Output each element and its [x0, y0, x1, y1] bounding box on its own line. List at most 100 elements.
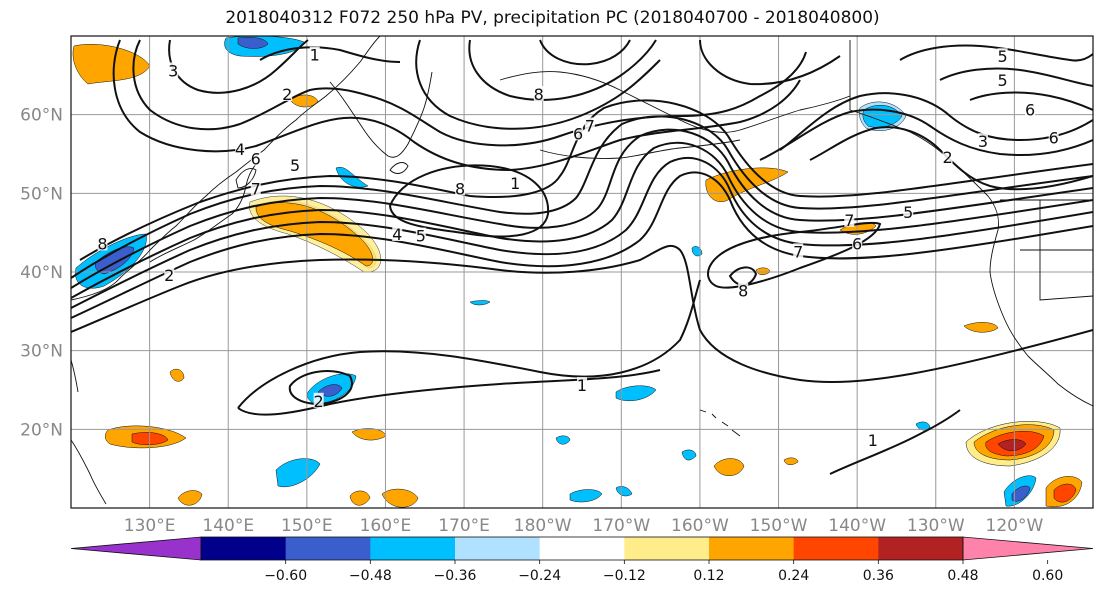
- colorbar-segment: [624, 537, 710, 560]
- pv-contour-line: [899, 44, 1093, 62]
- lon-tick-label: 180°W: [514, 516, 572, 536]
- lon-tick-label: 140°W: [828, 516, 886, 536]
- colorbar-tick-label: −0.36: [434, 568, 477, 584]
- lat-tick-label: 20°N: [20, 420, 63, 440]
- pv-contour-label: 5: [997, 71, 1007, 90]
- pv-contour-label: 3: [168, 61, 178, 80]
- pv-label-background: [309, 46, 320, 62]
- pv-label-background: [510, 174, 521, 190]
- pv-label-background: [455, 180, 466, 196]
- lon-tick-label: 170°W: [592, 516, 650, 536]
- pv-contour-label: 8: [455, 179, 465, 198]
- colorbar-extend-high: [962, 536, 1094, 561]
- precip-blob: [615, 486, 633, 497]
- pv-contours: [71, 39, 1093, 475]
- colorbar-tick-label: 0.36: [863, 568, 894, 584]
- pv-contour-line: [237, 369, 661, 416]
- colorbar-tick-label: −0.60: [264, 568, 307, 584]
- pv-label-background: [793, 243, 804, 259]
- colorbar-segment: [201, 537, 287, 560]
- pv-label-background: [250, 150, 261, 166]
- colorbar-segment: [370, 537, 456, 560]
- pv-contour-line: [728, 266, 758, 286]
- precip-blob: [351, 428, 387, 441]
- precip-blob: [783, 457, 799, 465]
- pv-label-background: [584, 117, 595, 133]
- pv-contour-label: 4: [392, 225, 402, 244]
- precip-blob: [275, 458, 321, 488]
- pv-contour-line: [259, 46, 401, 63]
- state-border: [1039, 200, 1093, 301]
- plot-frame: [70, 35, 1094, 509]
- colorbar-segment: [878, 537, 964, 560]
- precip-blob: [997, 439, 1027, 451]
- pv-label-background: [867, 432, 878, 448]
- pv-contour-label: 6: [1025, 101, 1035, 120]
- pv-contour-line: [388, 164, 550, 238]
- precip-blob: [317, 384, 343, 397]
- hawaii-islands: [699, 409, 741, 437]
- pv-contour-line: [539, 39, 631, 66]
- pv-contour-line: [237, 279, 701, 409]
- pv-label-background: [852, 235, 863, 251]
- precip-blob: [681, 449, 697, 461]
- pv-contour-label: 5: [997, 47, 1007, 66]
- pv-contour-label: 8: [534, 85, 544, 104]
- pv-contour-label: 8: [97, 234, 107, 253]
- pv-contour-line: [699, 39, 841, 86]
- pv-label-background: [392, 226, 403, 242]
- lon-tick-label: 160°W: [671, 516, 729, 536]
- precip-blob: [691, 246, 703, 257]
- japan-coastline: [149, 161, 259, 263]
- pv-contour-label: 7: [793, 242, 803, 261]
- kamchatka-coastline: [329, 71, 433, 158]
- pv-contour-label: 5: [416, 227, 426, 246]
- pv-contour-label: 1: [868, 431, 878, 450]
- colorbar-tick-label: −0.48: [349, 568, 392, 584]
- precip-blob: [237, 37, 269, 49]
- north-america-coastline: [849, 40, 1093, 407]
- pv-label-background: [977, 133, 988, 149]
- precip-blob: [381, 488, 419, 508]
- colorbar-tick-label: −0.12: [603, 568, 646, 584]
- pv-contour-label: 1: [577, 376, 587, 395]
- pv-contour-line: [415, 39, 661, 130]
- pv-label-background: [903, 204, 914, 219]
- pv-contour-line: [969, 91, 1093, 111]
- lon-tick-label: 160°E: [360, 516, 412, 536]
- pv-contour-line: [132, 39, 807, 147]
- pv-contour-label: 8: [738, 282, 748, 301]
- island: [389, 162, 409, 174]
- hokkaido-coastline: [235, 168, 257, 189]
- pv-contour-line: [71, 128, 1093, 289]
- pv-label-background: [282, 86, 293, 101]
- precip-blob: [72, 43, 151, 85]
- colorbar-tick-label: 0.24: [778, 568, 809, 584]
- colorbar-segment: [709, 537, 795, 560]
- lon-tick-label: 120°W: [986, 516, 1044, 536]
- colorbar-segment: [285, 537, 371, 560]
- colorbar: −0.60 −0.48 −0.36 −0.24 −0.12 0.12 0.24 0.36 0.4…: [70, 536, 1094, 584]
- pv-label-background: [738, 282, 749, 298]
- pv-label-background: [164, 266, 175, 282]
- pv-label-background: [313, 392, 324, 408]
- pv-contour-line: [759, 108, 1093, 161]
- taiwan-coastline: [71, 359, 79, 393]
- pv-label-background: [942, 148, 953, 164]
- pv-contour-label: 6: [573, 124, 583, 143]
- precip-blob: [963, 322, 999, 333]
- precip-blob: [1011, 485, 1031, 502]
- pv-contour-line: [71, 115, 1093, 279]
- precip-blob: [615, 385, 657, 401]
- colorbar-segment: [793, 537, 879, 560]
- pv-label-background: [997, 48, 1008, 64]
- colorbar-tick-label: 0.48: [947, 568, 978, 584]
- precip-blob: [349, 490, 371, 506]
- pv-contour-line: [939, 67, 1093, 87]
- colorbar-tick-label: 0.12: [693, 568, 724, 584]
- pv-contour-label: 2: [942, 148, 952, 167]
- lon-tick-label: 140°E: [202, 516, 254, 536]
- precip-blob: [555, 435, 571, 445]
